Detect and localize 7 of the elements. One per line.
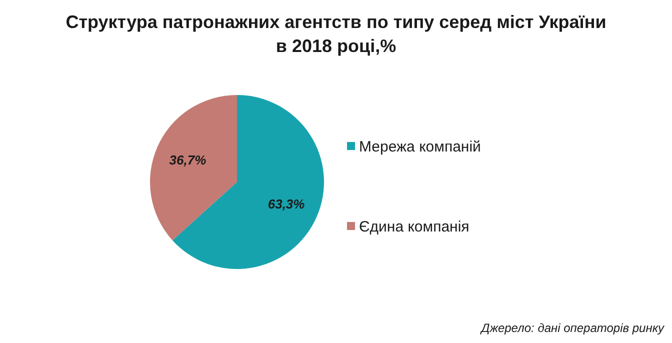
pie-slice — [150, 95, 237, 240]
legend-label: Мережа компаній — [359, 138, 481, 156]
legend-label: Єдина компанія — [359, 218, 470, 236]
text: Джерело: дані операторів ринку — [479, 321, 665, 335]
chart-title: Структура патронажних агентств по типу серед міст України в 2018 році,% — [66, 12, 606, 56]
data-label: 63,3% — [268, 196, 306, 212]
data-label: 36,7% — [169, 152, 207, 168]
